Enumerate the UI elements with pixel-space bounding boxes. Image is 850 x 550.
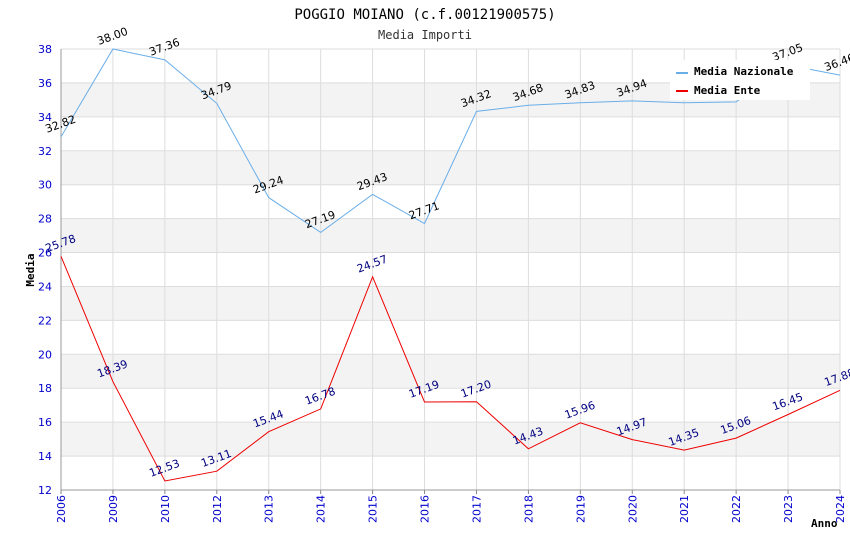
plot-band <box>61 184 840 219</box>
y-tick-label: 26 <box>38 247 52 260</box>
x-tick-label: 2012 <box>211 495 224 523</box>
y-tick-label: 32 <box>38 145 52 158</box>
x-tick-label: 2010 <box>159 495 172 523</box>
x-tick-label: 2024 <box>834 495 847 523</box>
y-tick-label: 30 <box>38 179 52 192</box>
y-tick-label: 38 <box>38 43 52 56</box>
chart-title: POGGIO MOIANO (c.f.00121900575) <box>294 7 555 23</box>
plot-band <box>61 252 840 287</box>
y-tick-label: 14 <box>38 450 52 463</box>
plot-band <box>61 422 840 457</box>
y-tick-label: 34 <box>38 111 52 124</box>
plot-band <box>61 218 840 253</box>
y-tick-label: 18 <box>38 382 52 395</box>
legend-label-media-nazionale: Media Nazionale <box>694 65 794 78</box>
legend-label-media-ente: Media Ente <box>694 84 761 97</box>
x-tick-label: 2020 <box>626 495 639 523</box>
x-tick-label: 2016 <box>419 495 432 523</box>
y-tick-label: 12 <box>38 484 52 497</box>
x-tick-label: 2015 <box>367 495 380 523</box>
x-tick-label: 2023 <box>782 495 795 523</box>
y-tick-label: 28 <box>38 213 52 226</box>
x-tick-label: 2013 <box>263 495 276 523</box>
chart-subtitle: Media Importi <box>378 28 472 42</box>
series-lines <box>60 48 841 482</box>
x-tick-label: 2009 <box>107 495 120 523</box>
gridlines <box>60 48 841 491</box>
series-line-media-ente <box>60 256 841 482</box>
y-axis-label: Media <box>24 253 37 286</box>
x-tick-label: 2006 <box>55 495 68 523</box>
plot-band <box>61 116 840 151</box>
x-tick-label: 2022 <box>730 495 743 523</box>
y-tick-label: 22 <box>38 314 52 327</box>
legend-box <box>670 60 810 100</box>
x-tick-label: 2014 <box>315 495 328 523</box>
series-line-media-nazionale <box>60 48 841 234</box>
plot-band <box>61 320 840 355</box>
y-tick-label: 20 <box>38 348 52 361</box>
y-tick-label: 36 <box>38 77 52 90</box>
y-tick-label: 16 <box>38 416 52 429</box>
plot-band <box>61 456 840 490</box>
x-tick-label: 2019 <box>574 495 587 523</box>
y-tick-label: 24 <box>38 280 52 293</box>
x-tick-label: 2021 <box>678 495 691 523</box>
plot-band <box>61 354 840 389</box>
data-label-media-nazionale: 38.00 <box>96 25 130 48</box>
plot-band <box>61 286 840 321</box>
plot-band <box>61 388 840 423</box>
x-axis-label: Anno <box>811 517 838 530</box>
legend: Media Nazionale Media Ente <box>670 60 810 100</box>
x-tick-label: 2018 <box>522 495 535 523</box>
x-tick-label: 2017 <box>470 495 483 523</box>
